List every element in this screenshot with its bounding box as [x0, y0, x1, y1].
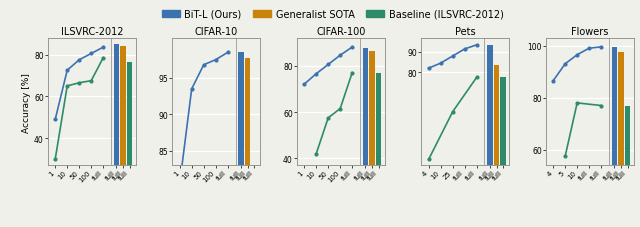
Bar: [618, 53, 624, 227]
Bar: [494, 66, 499, 227]
Y-axis label: Accuracy [%]: Accuracy [%]: [22, 72, 31, 132]
Title: ILSVRC-2012: ILSVRC-2012: [61, 27, 123, 37]
Bar: [114, 45, 119, 222]
Bar: [245, 59, 250, 227]
Legend: BiT-L (Ours), Generalist SOTA, Baseline (ILSVRC-2012): BiT-L (Ours), Generalist SOTA, Baseline …: [158, 6, 508, 24]
Bar: [252, 209, 257, 227]
Title: CIFAR-100: CIFAR-100: [316, 27, 365, 37]
Bar: [127, 63, 132, 222]
Bar: [238, 53, 244, 227]
Bar: [487, 46, 493, 227]
Bar: [376, 73, 381, 227]
Bar: [369, 51, 375, 227]
Title: Flowers: Flowers: [571, 27, 609, 37]
Title: CIFAR-10: CIFAR-10: [195, 27, 238, 37]
Bar: [625, 106, 630, 227]
Title: Pets: Pets: [455, 27, 476, 37]
Bar: [500, 78, 506, 227]
Bar: [120, 47, 125, 222]
Bar: [363, 49, 368, 227]
Bar: [612, 48, 617, 227]
